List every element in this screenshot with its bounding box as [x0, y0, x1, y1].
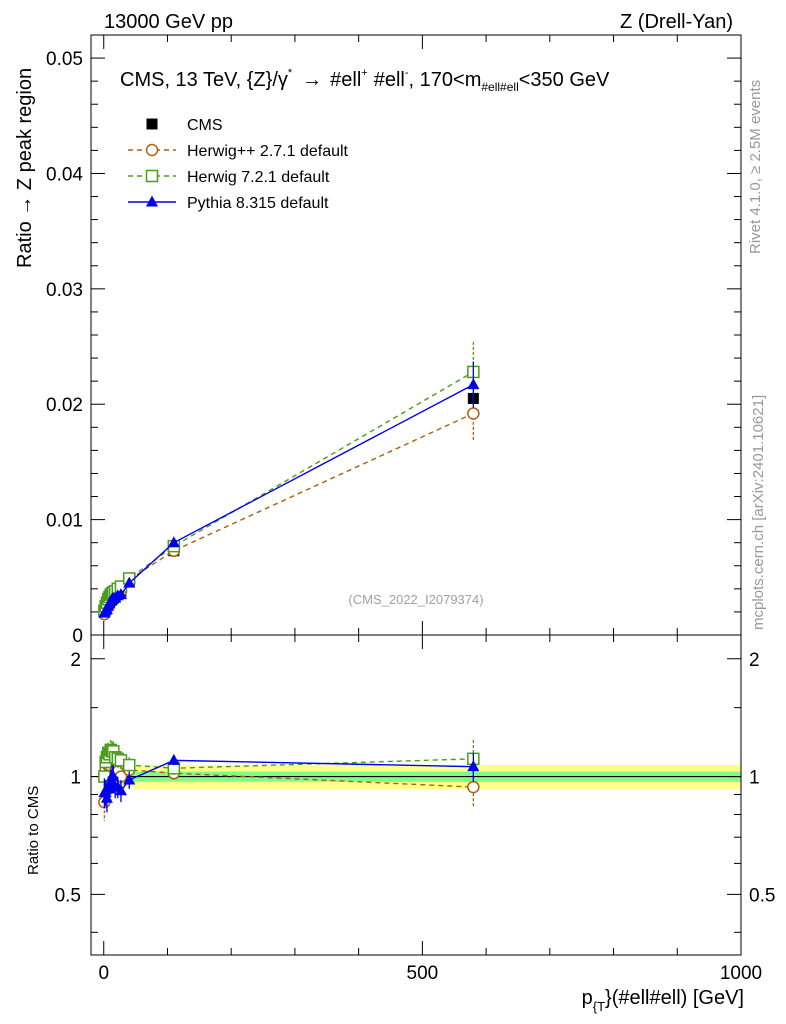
main-line [103, 412, 474, 615]
ratio-plot-frame [90, 634, 742, 956]
main-ytick-label: 0.05 [46, 49, 83, 70]
legend-item: CMS [146, 117, 223, 134]
main-ylabel: Ratio → Z peak region [14, 68, 36, 268]
ratio-point [100, 791, 113, 803]
ratio-point [467, 760, 480, 772]
ratio-point [467, 780, 480, 794]
ratio-xtick-label: 500 [407, 963, 439, 984]
main-series-triangle-filled [98, 361, 480, 618]
rivet-label: Rivet 4.1.0, ≥ 2.5M events [747, 80, 764, 254]
legend-label: Herwig++ 2.7.1 default [187, 143, 349, 160]
main-point [114, 588, 127, 600]
legend-marker [145, 143, 159, 157]
main-series-circle-open [98, 386, 480, 621]
ratio-ytick-label-left: 1 [70, 768, 81, 789]
main-ytick-label: 0.02 [46, 395, 83, 416]
ratio-ytick-label-right: 2 [749, 650, 760, 671]
main-point [167, 536, 180, 548]
ratio-point [122, 758, 136, 772]
header-right: Z (Drell-Yan) [620, 11, 733, 33]
ratio-series-triangle-filled [98, 752, 480, 813]
ratio-ytick-label-left: 0.5 [55, 885, 81, 906]
ratio-ylabel: Ratio to CMS [25, 786, 42, 875]
legend-label: Pythia 8.315 default [187, 195, 329, 212]
main-ytick-label: 0.01 [46, 511, 83, 532]
ratio-series-square-open [98, 740, 480, 791]
ratio-point [107, 770, 120, 782]
ratio-xtick-label: 1000 [720, 963, 762, 984]
legend-marker [146, 118, 158, 130]
ratio-ytick-label-right: 0.5 [749, 885, 775, 906]
header-left: 13000 GeV pp [104, 11, 233, 33]
main-point [467, 407, 480, 420]
main-line [103, 371, 474, 611]
legend-item: Pythia 8.315 default [128, 195, 329, 212]
ratio-ytick-label-right: 1 [749, 768, 760, 789]
main-series-square-filled [98, 392, 479, 617]
x-axis-title: p{T}(#ell#ell) [GeV] [582, 987, 744, 1014]
ratio-ytick-label-left: 2 [70, 650, 81, 671]
ratio-point [167, 753, 180, 765]
legend-label: CMS [187, 117, 223, 134]
ratio-xtick-label: 0 [98, 963, 109, 984]
analysis-watermark: (CMS_2022_I2079374) [348, 592, 483, 607]
legend-item: Herwig++ 2.7.1 default [128, 143, 349, 160]
main-line [103, 383, 474, 614]
main-point [467, 378, 480, 390]
legend-label: Herwig 7.2.1 default [187, 169, 330, 186]
main-ytick-label: 0.03 [46, 280, 83, 301]
mcplots-label: mcplots.cern.ch [arXiv:2401.10621] [750, 395, 767, 630]
legend-marker [146, 195, 158, 207]
ratio-point [123, 773, 136, 785]
legend-marker [145, 169, 159, 183]
main-series-square-open [98, 341, 480, 618]
ratio-point [114, 784, 127, 796]
legend-item: Herwig 7.2.1 default [128, 169, 330, 186]
main-ytick-label: 0 [72, 626, 83, 647]
main-title: CMS, 13 TeV, {Z}/γ* → #ell+ #ell-, 170<m#el… [120, 67, 610, 94]
main-point [123, 576, 136, 588]
main-ytick-label: 0.04 [46, 164, 83, 185]
